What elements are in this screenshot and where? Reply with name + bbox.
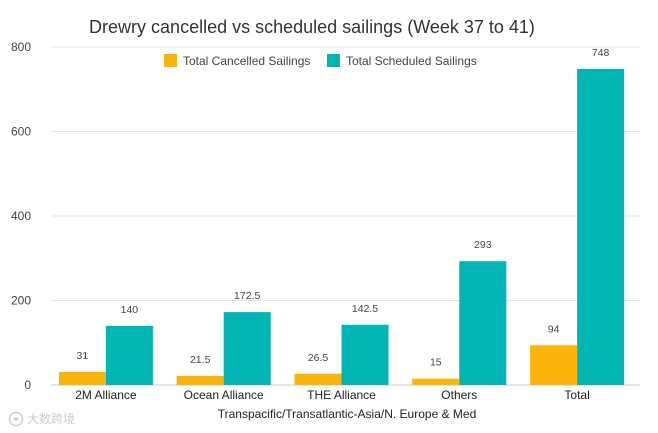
data-label: 94 <box>548 323 560 335</box>
scheduled-bar <box>341 324 389 385</box>
legend-swatch <box>164 54 177 67</box>
y-tick-label: 200 <box>11 294 31 308</box>
y-tick-label: 600 <box>11 125 31 139</box>
cancelled-bar <box>176 375 224 385</box>
x-axis-title: Transpacific/Transatlantic-Asia/N. Europ… <box>218 407 477 421</box>
y-tick-label: 400 <box>11 209 31 223</box>
data-label: 748 <box>592 47 610 59</box>
scheduled-bar <box>577 68 625 385</box>
x-category-label: 2M Alliance <box>75 388 137 402</box>
y-axis-ticks: 0 200 400 600 800 <box>11 40 31 392</box>
data-label: 15 <box>430 357 442 369</box>
cancelled-bar <box>530 345 578 385</box>
data-label: 172.5 <box>234 290 260 302</box>
data-label: 31 <box>77 350 89 362</box>
data-label: 293 <box>474 239 492 251</box>
legend-swatch <box>327 54 340 67</box>
x-category-label: Others <box>441 388 477 402</box>
y-tick-label: 800 <box>11 40 31 54</box>
data-label: 26.5 <box>308 352 329 364</box>
cancelled-bar <box>294 373 342 385</box>
x-category-label: Total <box>564 388 589 402</box>
scheduled-bar <box>459 261 507 385</box>
chart-title: Drewry cancelled vs scheduled sailings (… <box>89 17 535 37</box>
watermark-text: 大数跨境 <box>27 411 75 426</box>
data-label: 21.5 <box>190 354 211 366</box>
bars <box>58 68 625 385</box>
x-category-label: Ocean Alliance <box>184 388 264 402</box>
cancelled-bar <box>412 378 460 385</box>
legend: Total Cancelled Sailings Total Scheduled … <box>164 54 477 68</box>
scheduled-bar <box>105 325 153 385</box>
data-label: 142.5 <box>352 303 378 315</box>
data-label: 140 <box>121 304 139 316</box>
cancelled-bar <box>58 371 106 385</box>
watermark: 大数跨境 <box>8 411 75 427</box>
scheduled-bar <box>223 312 271 385</box>
x-axis-categories: 2M Alliance Ocean Alliance THE Alliance Oth… <box>75 388 590 402</box>
brand-logo-icon <box>8 411 24 427</box>
legend-label: Total Cancelled Sailings <box>183 54 310 68</box>
y-tick-label: 0 <box>24 378 31 392</box>
x-category-label: THE Alliance <box>307 388 376 402</box>
data-labels: 31 140 21.5 172.5 26.5 142.5 15 293 94 748 <box>77 47 610 369</box>
legend-label: Total Scheduled Sailings <box>346 54 477 68</box>
